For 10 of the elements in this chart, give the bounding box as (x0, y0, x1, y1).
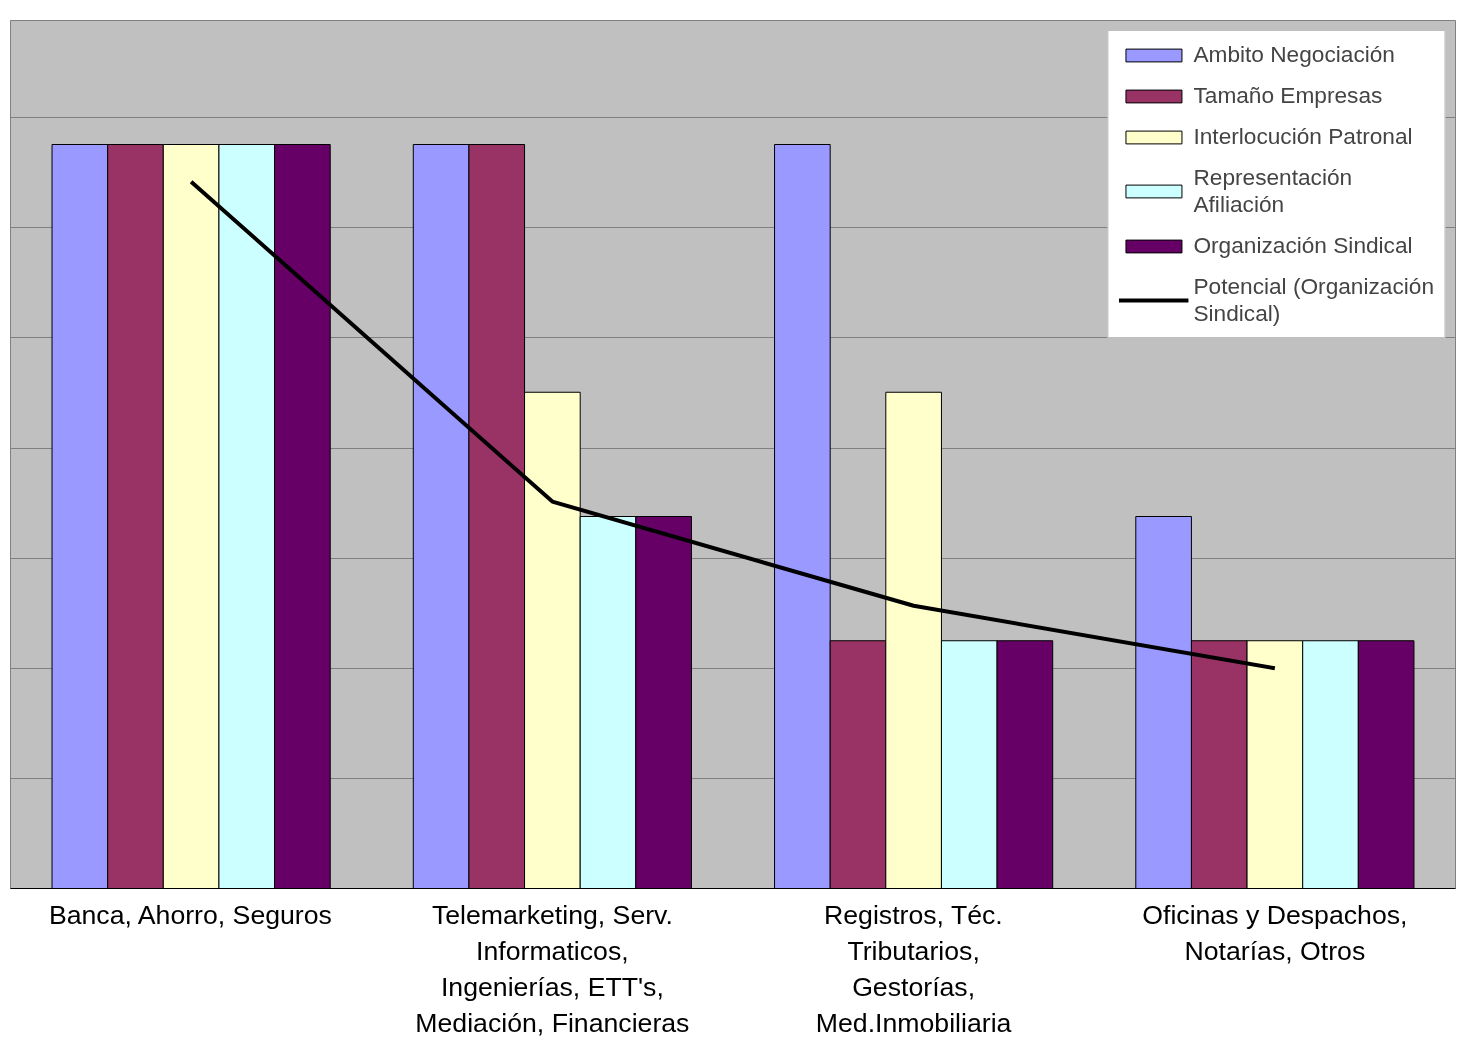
legend-label: Ambito Negociación (1193, 41, 1395, 68)
x-tick-label: Telemarketing, Serv. Informaticos, Ingenierías, ETT's, Mediación, Financieras (415, 899, 690, 1038)
x-tick-label: Oficinas y Despachos, Notarías, Otros (1142, 899, 1408, 966)
x-tick-label: Registros, Téc. Tributarios, Gestorías, Med.Inmobiliaria (815, 899, 1012, 1038)
legend-label: Potencial (Organización Sindical) (1193, 273, 1434, 327)
legend-label: Organización Sindical (1193, 232, 1413, 259)
legend-label: Interlocución Patronal (1193, 123, 1413, 150)
legend-label: Representación Afiliación (1193, 164, 1353, 218)
x-tick-label: Banca, Ahorro, Seguros (48, 899, 332, 930)
legend-label: Tamaño Empresas (1193, 82, 1383, 109)
